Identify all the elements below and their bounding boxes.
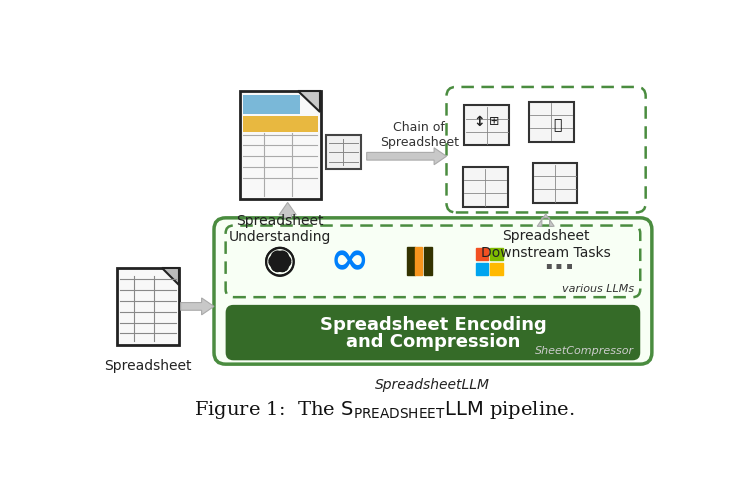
- Bar: [415, 260, 423, 275]
- FancyBboxPatch shape: [225, 305, 641, 360]
- Text: Spreadsheet
Understanding: Spreadsheet Understanding: [229, 214, 331, 244]
- Text: SpreadsheetLLM: SpreadsheetLLM: [375, 378, 490, 392]
- Text: Chain of
Spreadsheet: Chain of Spreadsheet: [380, 120, 459, 148]
- Text: 🔍: 🔍: [553, 118, 562, 132]
- Polygon shape: [279, 202, 296, 218]
- Text: ...: ...: [543, 248, 575, 276]
- Bar: [424, 248, 432, 275]
- Polygon shape: [298, 91, 320, 112]
- Text: SheetCompressor: SheetCompressor: [535, 346, 634, 356]
- Bar: [415, 248, 423, 260]
- FancyBboxPatch shape: [532, 163, 578, 203]
- Polygon shape: [181, 298, 214, 315]
- Text: Spreadsheet Encoding: Spreadsheet Encoding: [320, 316, 546, 334]
- Text: ◉: ◉: [263, 242, 297, 281]
- FancyBboxPatch shape: [240, 91, 321, 198]
- FancyBboxPatch shape: [243, 116, 318, 132]
- FancyBboxPatch shape: [463, 167, 508, 207]
- Bar: [407, 248, 415, 275]
- FancyBboxPatch shape: [529, 102, 574, 141]
- FancyBboxPatch shape: [214, 218, 652, 364]
- Text: ⊞: ⊞: [490, 115, 500, 128]
- Text: and Compression: and Compression: [345, 333, 520, 351]
- Bar: [490, 248, 502, 260]
- Text: Spreadsheet: Spreadsheet: [104, 359, 192, 373]
- Text: Figure 1:  The $\mathsf{S}_{\mathsf{PREADSHEET}}\mathsf{LLM}$ pipeline.: Figure 1: The $\mathsf{S}_{\mathsf{PREAD…: [194, 400, 575, 421]
- FancyBboxPatch shape: [464, 106, 509, 146]
- Bar: [490, 262, 502, 275]
- Polygon shape: [162, 268, 179, 285]
- Bar: [475, 262, 488, 275]
- Bar: [475, 248, 488, 260]
- Text: ∞: ∞: [330, 239, 369, 284]
- Polygon shape: [366, 148, 447, 164]
- Polygon shape: [537, 214, 554, 226]
- Text: ↕: ↕: [473, 114, 485, 128]
- FancyBboxPatch shape: [117, 268, 179, 345]
- Text: various LLMs: various LLMs: [562, 284, 634, 294]
- Text: Spreadsheet
Downstream Tasks: Spreadsheet Downstream Tasks: [481, 230, 611, 260]
- FancyBboxPatch shape: [327, 134, 361, 170]
- FancyBboxPatch shape: [243, 94, 300, 114]
